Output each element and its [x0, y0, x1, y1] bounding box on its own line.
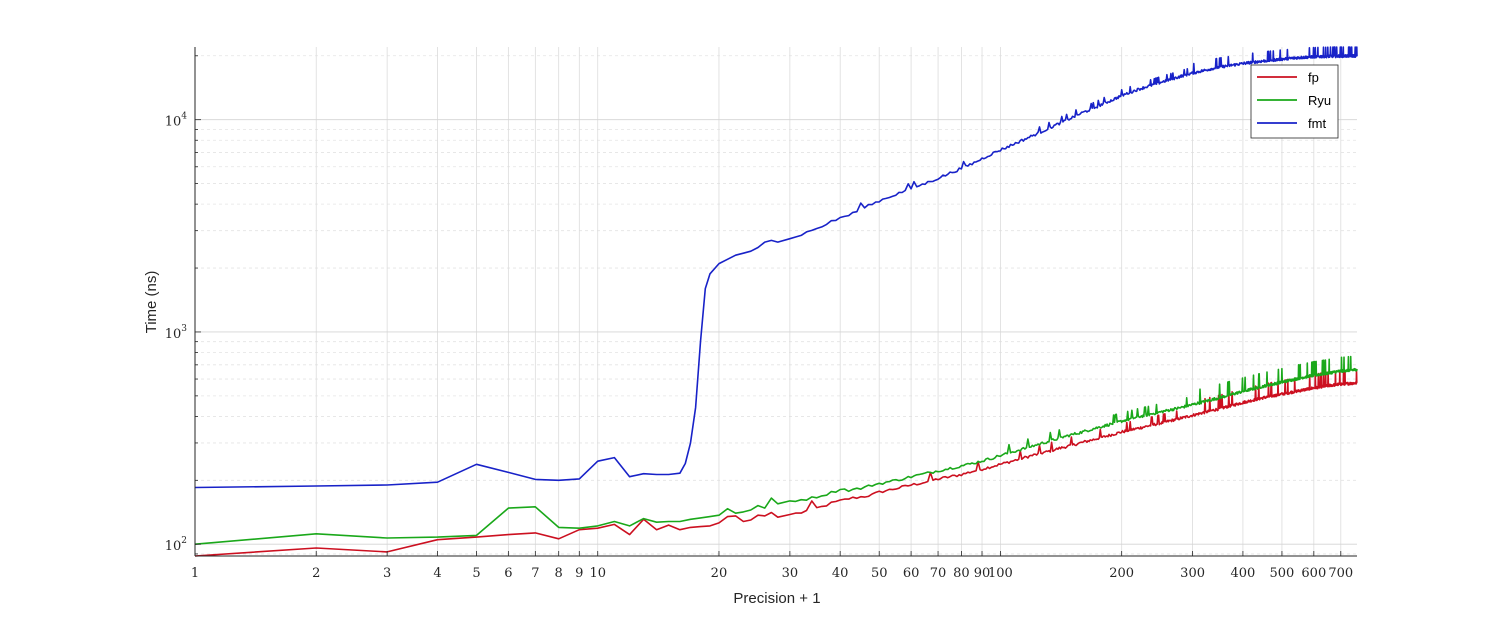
x-tick-label: 4 — [433, 566, 441, 581]
minor-grid — [195, 55, 1357, 555]
series-line-ryu — [194, 355, 1358, 545]
y-axis-label: Time (ns) — [143, 271, 160, 334]
x-tick-label: 60 — [903, 566, 920, 581]
x-tick-label: 700 — [1328, 566, 1353, 581]
x-tick-label: 100 — [988, 566, 1013, 581]
x-tick-label: 50 — [871, 566, 888, 581]
x-tick-label: 40 — [832, 566, 849, 581]
x-tick-label: 90 — [974, 566, 991, 581]
legend: fp Ryu fmt — [1250, 64, 1339, 139]
axes — [194, 47, 1357, 557]
x-tick-label: 9 — [575, 566, 583, 581]
y-tick-label: 102 — [165, 536, 187, 554]
x-tick-label: 200 — [1109, 566, 1134, 581]
x-tick-label: 80 — [953, 566, 970, 581]
x-axis-label: Precision + 1 — [733, 590, 820, 607]
y-tick-label: 103 — [165, 324, 188, 342]
series-line-fmt — [194, 46, 1358, 489]
legend-label-fmt: fmt — [1308, 116, 1326, 131]
x-tick-label: 30 — [782, 566, 799, 581]
x-tick-label: 2 — [312, 566, 320, 581]
y-axis-ticks: 102 103 104 — [165, 55, 201, 555]
x-tick-label: 6 — [504, 566, 512, 581]
x-tick-label: 300 — [1180, 566, 1205, 581]
x-tick-label: 8 — [555, 566, 563, 581]
x-tick-label: 3 — [383, 566, 391, 581]
x-tick-label: 5 — [472, 566, 480, 581]
x-tick-label: 70 — [930, 566, 947, 581]
series-line-fp — [194, 368, 1358, 557]
series-layer — [194, 46, 1358, 557]
x-tick-label: 7 — [531, 566, 539, 581]
x-tick-label: 1 — [191, 566, 199, 581]
x-tick-label: 500 — [1270, 566, 1295, 581]
y-tick-label: 104 — [165, 112, 188, 130]
major-grid — [194, 47, 1357, 556]
legend-label-fp: fp — [1308, 70, 1319, 85]
x-tick-label: 20 — [711, 566, 728, 581]
x-tick-label: 400 — [1230, 566, 1255, 581]
legend-label-ryu: Ryu — [1308, 93, 1331, 108]
x-tick-label: 10 — [589, 566, 606, 581]
x-tick-label: 600 — [1301, 566, 1326, 581]
